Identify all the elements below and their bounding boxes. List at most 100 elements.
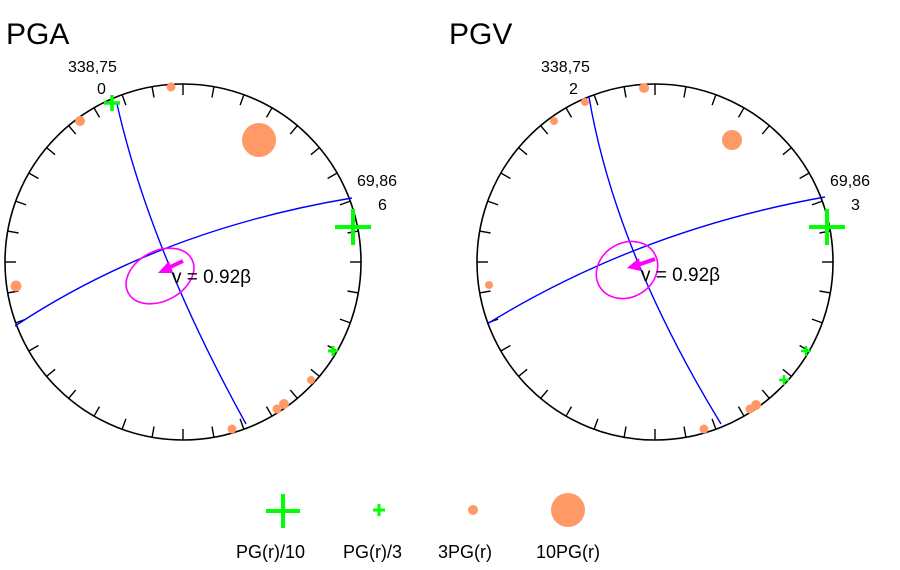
tick-mark xyxy=(540,389,549,399)
station-pg-div10-cross xyxy=(335,209,371,245)
station-3pg-dot xyxy=(75,116,85,126)
tick-mark xyxy=(93,107,101,118)
tick-mark xyxy=(799,172,810,180)
legend-small-dot-icon xyxy=(468,505,478,515)
strike-dip-2-value-pga: 6 xyxy=(378,197,387,214)
panel-pgv: PGV v = 0.92β 338,75 2 69,86 3 xyxy=(449,18,870,441)
tick-mark xyxy=(782,147,792,156)
tick-mark xyxy=(737,107,745,118)
station-symbols-pgv xyxy=(485,83,845,434)
nodal-plane-1-pgv xyxy=(588,96,722,425)
velocity-label-pgv: v = 0.92β xyxy=(641,265,720,286)
strike-value-pga: 0 xyxy=(97,81,106,98)
station-3pg-dot xyxy=(227,424,237,434)
legend-label: PG(r)/3 xyxy=(343,542,402,562)
stereonet-circle-pgv xyxy=(476,83,834,441)
tick-mark xyxy=(28,172,39,180)
legend-item-10pg: 10PG(r) xyxy=(536,493,600,562)
legend-small-cross-icon xyxy=(373,504,385,516)
tick-mark xyxy=(782,368,792,377)
tick-mark xyxy=(811,318,823,324)
tick-mark xyxy=(518,147,528,156)
station-3pg-dot xyxy=(485,281,493,289)
tick-mark xyxy=(683,86,687,98)
legend-label: 10PG(r) xyxy=(536,542,600,562)
tick-mark xyxy=(593,418,599,430)
tick-mark xyxy=(811,200,823,206)
station-10pg-dot xyxy=(242,123,276,157)
station-pg-div3-cross xyxy=(779,375,789,385)
station-3pg-dot xyxy=(279,399,289,409)
strike-dip-2-label-pga: 69,86 xyxy=(357,173,397,190)
tick-mark xyxy=(479,230,491,234)
tick-mark xyxy=(289,389,298,399)
legend-large-dot-icon xyxy=(551,493,585,527)
tick-mark xyxy=(623,426,627,438)
station-symbols-pga xyxy=(10,82,371,434)
strike-dip-2-value-pgv: 3 xyxy=(851,197,860,214)
tick-mark xyxy=(540,125,549,135)
tick-mark xyxy=(339,318,351,324)
tick-mark xyxy=(339,200,351,206)
panel-title-pgv: PGV xyxy=(449,18,512,51)
nodal-plane-1-pga xyxy=(116,103,247,425)
tick-mark xyxy=(121,418,127,430)
strike-label-pgv: 338,75 xyxy=(541,59,590,76)
station-10pg-dot xyxy=(722,130,742,150)
panel-title-pga: PGA xyxy=(6,18,69,51)
tick-mark xyxy=(500,344,511,352)
tick-mark xyxy=(327,172,338,180)
tick-mark xyxy=(479,290,491,294)
tick-mark xyxy=(347,290,359,294)
tick-mark xyxy=(819,290,831,294)
station-3pg-dot xyxy=(550,117,558,125)
station-3pg-dot xyxy=(745,404,755,414)
station-pg-div3-cross xyxy=(104,95,120,111)
tick-mark xyxy=(46,147,56,156)
tick-mark xyxy=(500,172,511,180)
nodal-plane-2-pga xyxy=(14,197,353,327)
tick-marks-pgv xyxy=(477,84,833,440)
tick-mark xyxy=(211,426,215,438)
tick-mark xyxy=(265,107,273,118)
tick-mark xyxy=(761,125,770,135)
tick-mark xyxy=(565,406,573,417)
tick-mark xyxy=(593,94,599,106)
tick-mark xyxy=(565,107,573,118)
station-3pg-dot xyxy=(166,82,176,92)
nodal-plane-2-pgv xyxy=(486,196,826,325)
tick-mark xyxy=(518,368,528,377)
legend-item-3pg: 3PG(r) xyxy=(438,505,492,562)
tick-mark xyxy=(28,344,39,352)
legend-item-pg-div3: PG(r)/3 xyxy=(343,504,402,562)
tick-mark xyxy=(265,406,273,417)
station-3pg-dot xyxy=(272,404,282,414)
strike-dip-2-label-pgv: 69,86 xyxy=(830,173,870,190)
tick-mark xyxy=(7,230,19,234)
legend-label: PG(r)/10 xyxy=(236,542,305,562)
tick-mark xyxy=(737,406,745,417)
tick-mark xyxy=(93,406,101,417)
confidence-ellipse-pgv xyxy=(595,240,659,300)
tick-mark xyxy=(121,94,127,106)
tick-mark xyxy=(310,147,320,156)
tick-mark xyxy=(15,200,27,206)
tick-mark xyxy=(239,94,245,106)
tick-mark xyxy=(711,418,717,430)
tick-mark xyxy=(46,368,56,377)
tick-mark xyxy=(289,125,298,135)
tick-mark xyxy=(683,426,687,438)
legend-label: 3PG(r) xyxy=(438,542,492,562)
tick-mark xyxy=(211,86,215,98)
velocity-label-pga: v = 0.92β xyxy=(172,267,251,288)
strike-value-pgv: 2 xyxy=(569,81,578,98)
tick-mark xyxy=(487,200,499,206)
tick-mark xyxy=(239,418,245,430)
tick-mark xyxy=(151,426,155,438)
legend-item-pg-div10: PG(r)/10 xyxy=(236,494,305,562)
tick-mark xyxy=(68,125,77,135)
station-3pg-dot xyxy=(639,83,649,93)
legend-large-cross-icon xyxy=(266,494,300,528)
station-3pg-dot xyxy=(10,280,22,292)
